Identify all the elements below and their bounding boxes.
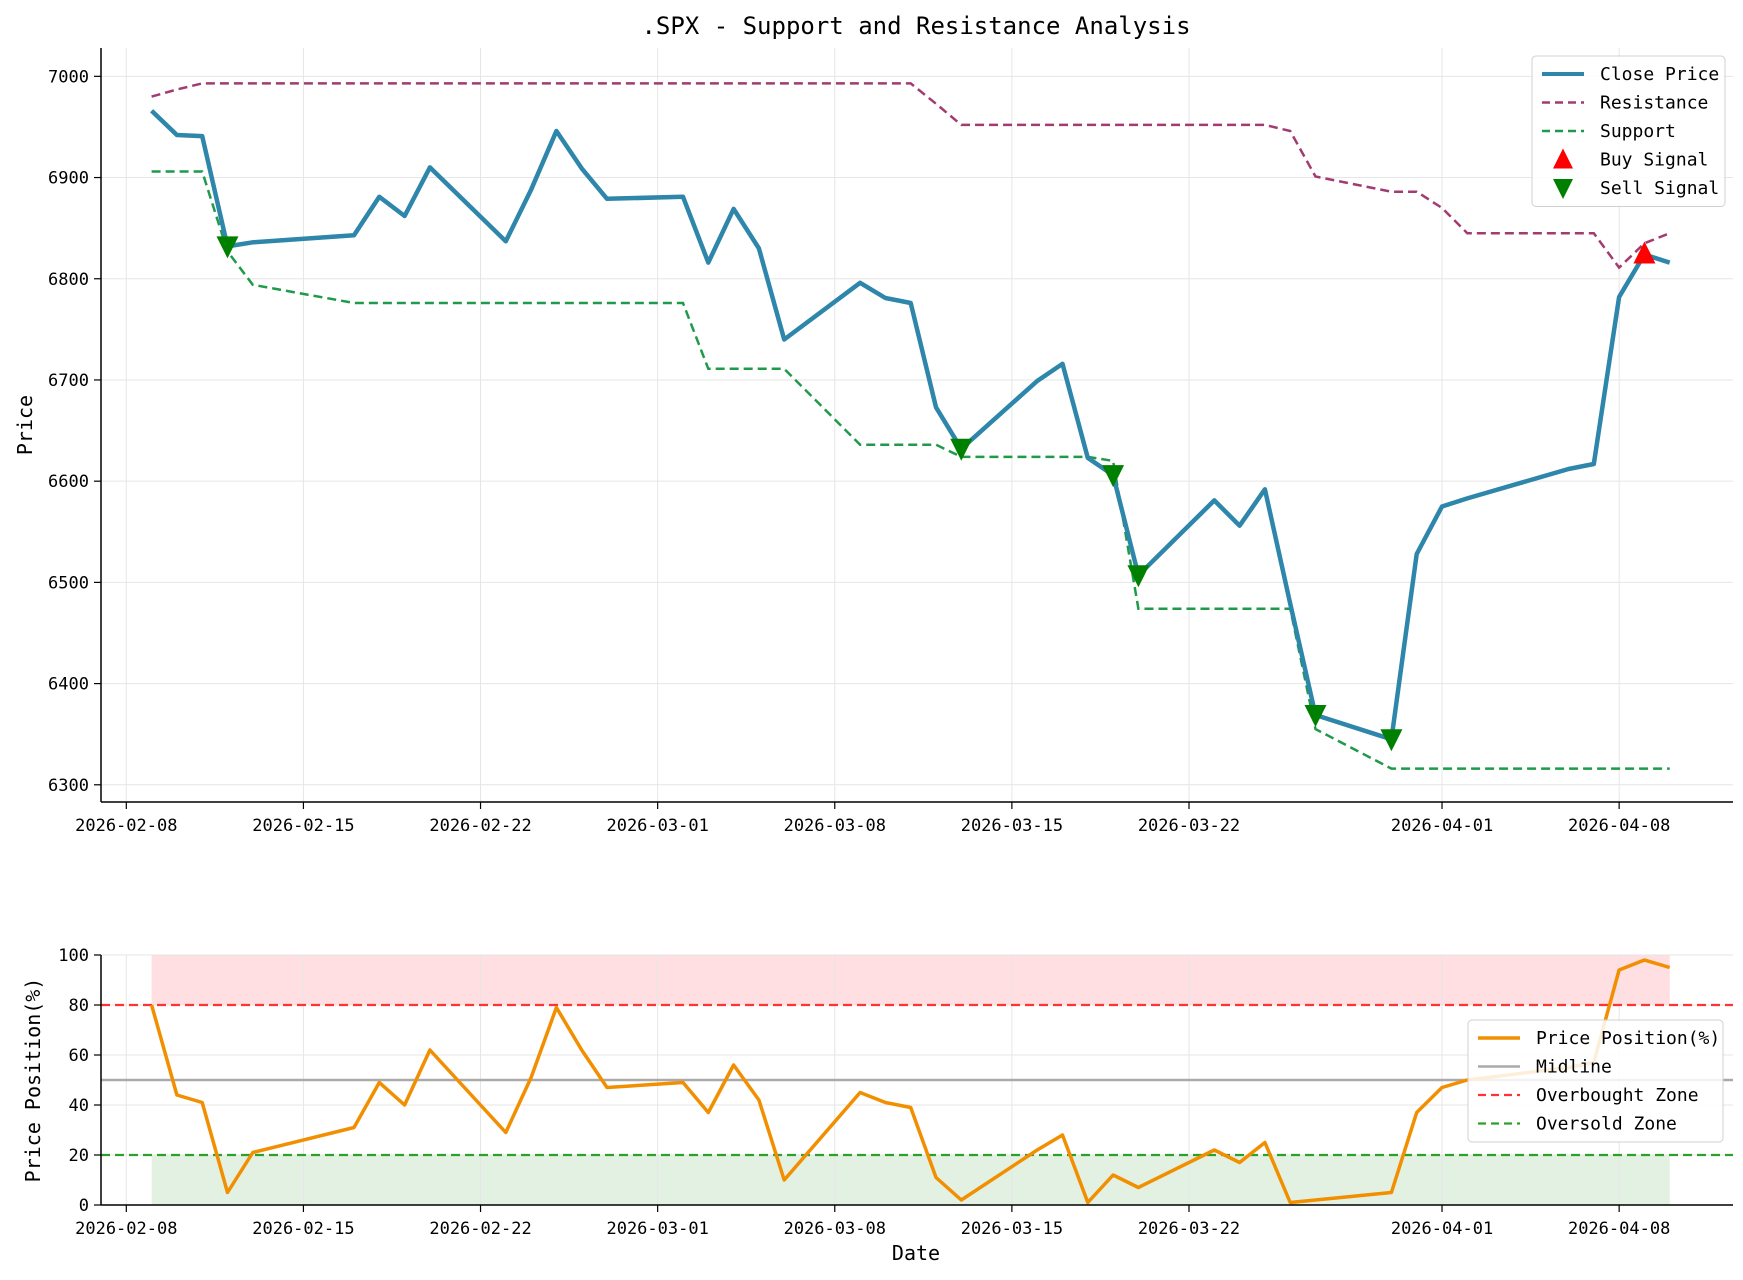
position-legend-frame [1467,1019,1724,1143]
price-x-tick-label: 2026-03-15 [961,816,1063,836]
position-x-tick-label: 2026-03-22 [1138,1219,1240,1239]
position-y-axis-label: Price Position(%) [21,978,45,1183]
price-x-tick-label: 2026-02-15 [252,816,354,836]
price-x-tick-label: 2026-03-22 [1138,816,1240,836]
price-gridlines [101,48,1733,802]
chart-title: .SPX - Support and Resistance Analysis [641,12,1190,40]
sell-signal-marker [1102,465,1125,488]
price-x-tick-label: 2026-04-08 [1568,816,1670,836]
zone-fills [151,955,1670,1205]
position-x-tick-label: 2026-02-15 [252,1219,354,1239]
price-legend-frame [1531,55,1726,207]
price-y-tick-label: 6700 [48,371,89,391]
position-legend: Price Position(%) Midline Overbought Zone O… [1467,1019,1724,1143]
signal-markers [216,236,1656,752]
close-price-line [150,109,1671,742]
position-x-axis-label: Date [892,1241,940,1265]
position-legend-label: Overbought Zone [1536,1085,1699,1106]
position-x-tick-label: 2026-03-08 [784,1219,886,1239]
position-y-tick-label: 20 [69,1146,89,1166]
price-y-tick-label: 7000 [48,67,89,87]
position-panel: 2026-02-08 2026-02-15 2026-02-22 2026-03-01… [21,946,1733,1265]
position-y-tick-label: 0 [79,1196,89,1216]
position-x-tick-label: 2026-02-22 [429,1219,531,1239]
price-x-tick-label: 2026-02-22 [429,816,531,836]
price-legend: Close Price Resistance Support Buy Signal Se… [1531,55,1726,207]
price-x-tick-label: 2026-03-08 [784,816,886,836]
price-x-tick-label: 2026-02-08 [75,816,177,836]
price-legend-label: Resistance [1600,93,1708,114]
price-legend-label: Buy Signal [1600,150,1708,171]
resistance-line [151,82,1671,270]
position-y-tick-label: 80 [69,996,89,1016]
position-axes: 2026-02-08 2026-02-15 2026-02-22 2026-03-01… [58,946,1733,1239]
position-legend-label: Oversold Zone [1536,1114,1677,1135]
position-x-tick-label: 2026-04-08 [1568,1219,1670,1239]
price-y-tick-label: 6600 [48,472,89,492]
price-x-tick-label: 2026-04-01 [1391,816,1493,836]
sell-signal-marker [1380,729,1403,752]
price-y-tick-label: 6300 [48,776,89,796]
reference-lines [101,1003,1733,1157]
sell-signal-marker [1304,704,1327,727]
overbought-zone-fill [151,955,1670,1005]
position-x-tick-label: 2026-03-15 [961,1219,1063,1239]
price-legend-label: Sell Signal [1600,178,1719,199]
price-legend-label: Close Price [1600,64,1719,85]
price-x-tick-label: 2026-03-01 [606,816,708,836]
price-legend-swatch [1553,179,1573,199]
sell-signal-marker [216,236,239,259]
buy-signal-marker [1633,241,1656,264]
position-legend-label: Price Position(%) [1536,1028,1720,1049]
price-y-tick-label: 6400 [48,675,89,695]
price-y-tick-label: 6800 [48,270,89,290]
price-legend-label: Support [1600,121,1676,142]
position-x-tick-label: 2026-02-08 [75,1219,177,1239]
price-series [150,82,1671,770]
price-y-tick-label: 6900 [48,169,89,189]
price-panel: 2026-02-08 2026-02-15 2026-02-22 2026-03-01… [13,48,1733,836]
position-legend-label: Midline [1536,1057,1612,1078]
sell-signal-marker [950,438,973,461]
price-axes: 2026-02-08 2026-02-15 2026-02-22 2026-03-01… [48,48,1733,836]
position-x-tick-label: 2026-03-01 [606,1219,708,1239]
oversold-zone-fill [151,1155,1670,1205]
position-y-tick-label: 40 [69,1096,89,1116]
price-y-axis-label: Price [13,395,37,455]
price-legend-swatch [1553,148,1573,169]
sell-signal-marker [1127,565,1150,588]
position-x-tick-label: 2026-04-01 [1391,1219,1493,1239]
position-series [149,958,1671,1205]
support-line [151,170,1670,770]
price-y-tick-label: 6500 [48,573,89,593]
price-position-line [149,958,1671,1205]
position-y-tick-label: 100 [58,946,89,966]
position-y-tick-label: 60 [69,1046,89,1066]
